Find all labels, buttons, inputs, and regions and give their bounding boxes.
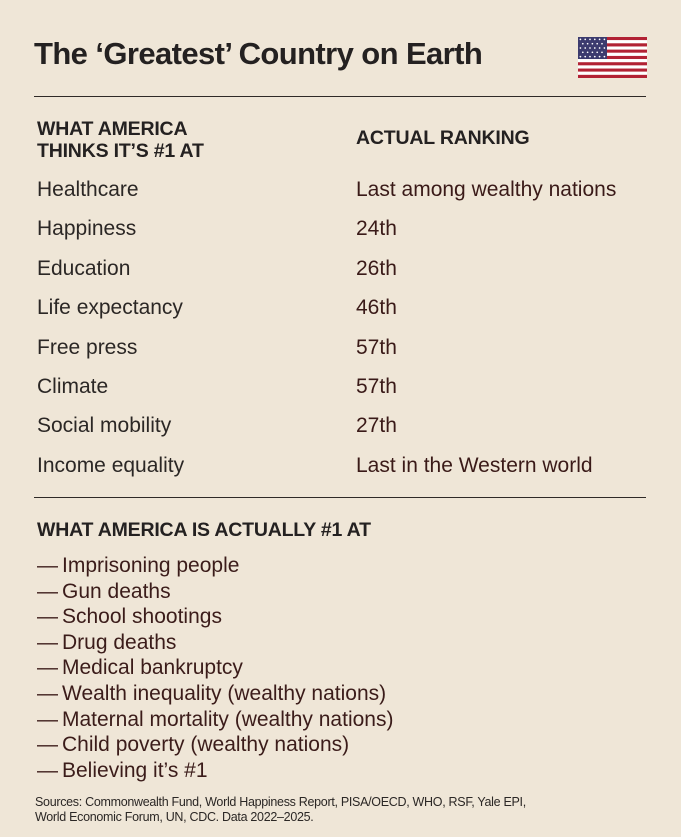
ranking-row: Income equality Last in the Western world <box>37 454 657 493</box>
ranking-area: Education <box>37 256 131 280</box>
list-item: — Drug deaths <box>37 630 393 656</box>
list-item: — Imprisoning people <box>37 553 393 579</box>
list-item-text: Imprisoning people <box>62 554 240 577</box>
list-item: — Medical bankruptcy <box>37 655 393 681</box>
sources-line-2: World Economic Forum, UN, CDC. Data 2022… <box>35 810 314 824</box>
ranking-row: Free press 57th <box>37 336 657 375</box>
page-title: The ‘Greatest’ Country on Earth <box>34 36 483 71</box>
list-item-text: Medical bankruptcy <box>62 656 243 680</box>
ranking-area: Income equality <box>37 453 185 477</box>
ranking-row: Education 26th <box>37 257 657 296</box>
ranking-row: Happiness 24th <box>37 217 657 256</box>
ranking-value: 24th <box>356 217 397 241</box>
actual-ranking-heading: ACTUAL RANKING <box>356 127 530 149</box>
title-divider <box>34 96 646 97</box>
list-dash: — <box>37 579 58 603</box>
ranking-value: Last among wealthy nations <box>356 178 617 201</box>
ranking-row: Climate 57th <box>37 375 657 414</box>
ranking-area: Social mobility <box>37 414 172 438</box>
ranking-row: Social mobility 27th <box>37 414 657 453</box>
section-divider <box>34 497 646 498</box>
list-dash: — <box>37 554 58 577</box>
ranking-value: 26th <box>356 256 397 280</box>
list-dash: — <box>37 758 58 782</box>
ranking-area: Life expectancy <box>37 296 183 320</box>
list-dash: — <box>37 656 58 680</box>
ranking-area: Happiness <box>37 217 137 241</box>
ranking-value: 46th <box>356 296 397 320</box>
list-item-text: Wealth inequality (wealthy nations) <box>62 681 387 705</box>
list-dash: — <box>37 733 58 757</box>
list-item-text: Believing it’s #1 <box>62 758 208 782</box>
ranking-value: 57th <box>356 335 397 359</box>
list-dash: — <box>37 630 58 654</box>
ranking-value: 27th <box>356 414 397 438</box>
sources-line-1: Sources: Commonwealth Fund, World Happin… <box>35 795 526 809</box>
list-item: — Maternal mortality (wealthy nations) <box>37 707 393 733</box>
ranking-value: Last in the Western world <box>356 453 593 477</box>
list-item: — School shootings <box>37 604 393 630</box>
thinks-heading-line-1: WHAT AMERICA <box>37 118 188 140</box>
list-item: — Gun deaths <box>37 579 393 605</box>
list-item-text: Maternal mortality (wealthy nations) <box>62 707 394 731</box>
actually-number-one-list: — Imprisoning people — Gun deaths — School sh… <box>37 553 393 783</box>
thinks-heading-line-2: THINKS IT’S #1 AT <box>37 140 204 162</box>
list-dash: — <box>37 605 58 629</box>
list-item: — Wealth inequality (wealthy nations) <box>37 681 393 707</box>
ranking-value: 57th <box>356 374 397 398</box>
list-item-text: Gun deaths <box>62 579 171 603</box>
ranking-area: Healthcare <box>37 178 139 201</box>
rankings-table: Healthcare Last among wealthy nations Happ… <box>37 178 657 493</box>
ranking-row: Life expectancy 46th <box>37 296 657 335</box>
list-item-text: Drug deaths <box>62 630 177 654</box>
list-item-text: School shootings <box>62 605 222 629</box>
actually-number-one-heading: WHAT AMERICA IS ACTUALLY #1 AT <box>37 519 371 541</box>
ranking-area: Free press <box>37 335 138 359</box>
list-item: — Child poverty (wealthy nations) <box>37 732 393 758</box>
sources-footnote: Sources: Commonwealth Fund, World Happin… <box>35 795 655 825</box>
list-item-text: Child poverty (wealthy nations) <box>62 733 350 757</box>
list-item: — Believing it’s #1 <box>37 758 393 784</box>
us-flag-icon <box>578 37 647 78</box>
list-dash: — <box>37 707 58 731</box>
ranking-area: Climate <box>37 374 109 398</box>
ranking-row: Healthcare Last among wealthy nations <box>37 178 657 217</box>
thinks-number-one-heading: WHAT AMERICA THINKS IT’S #1 AT <box>37 118 204 162</box>
list-dash: — <box>37 681 58 705</box>
